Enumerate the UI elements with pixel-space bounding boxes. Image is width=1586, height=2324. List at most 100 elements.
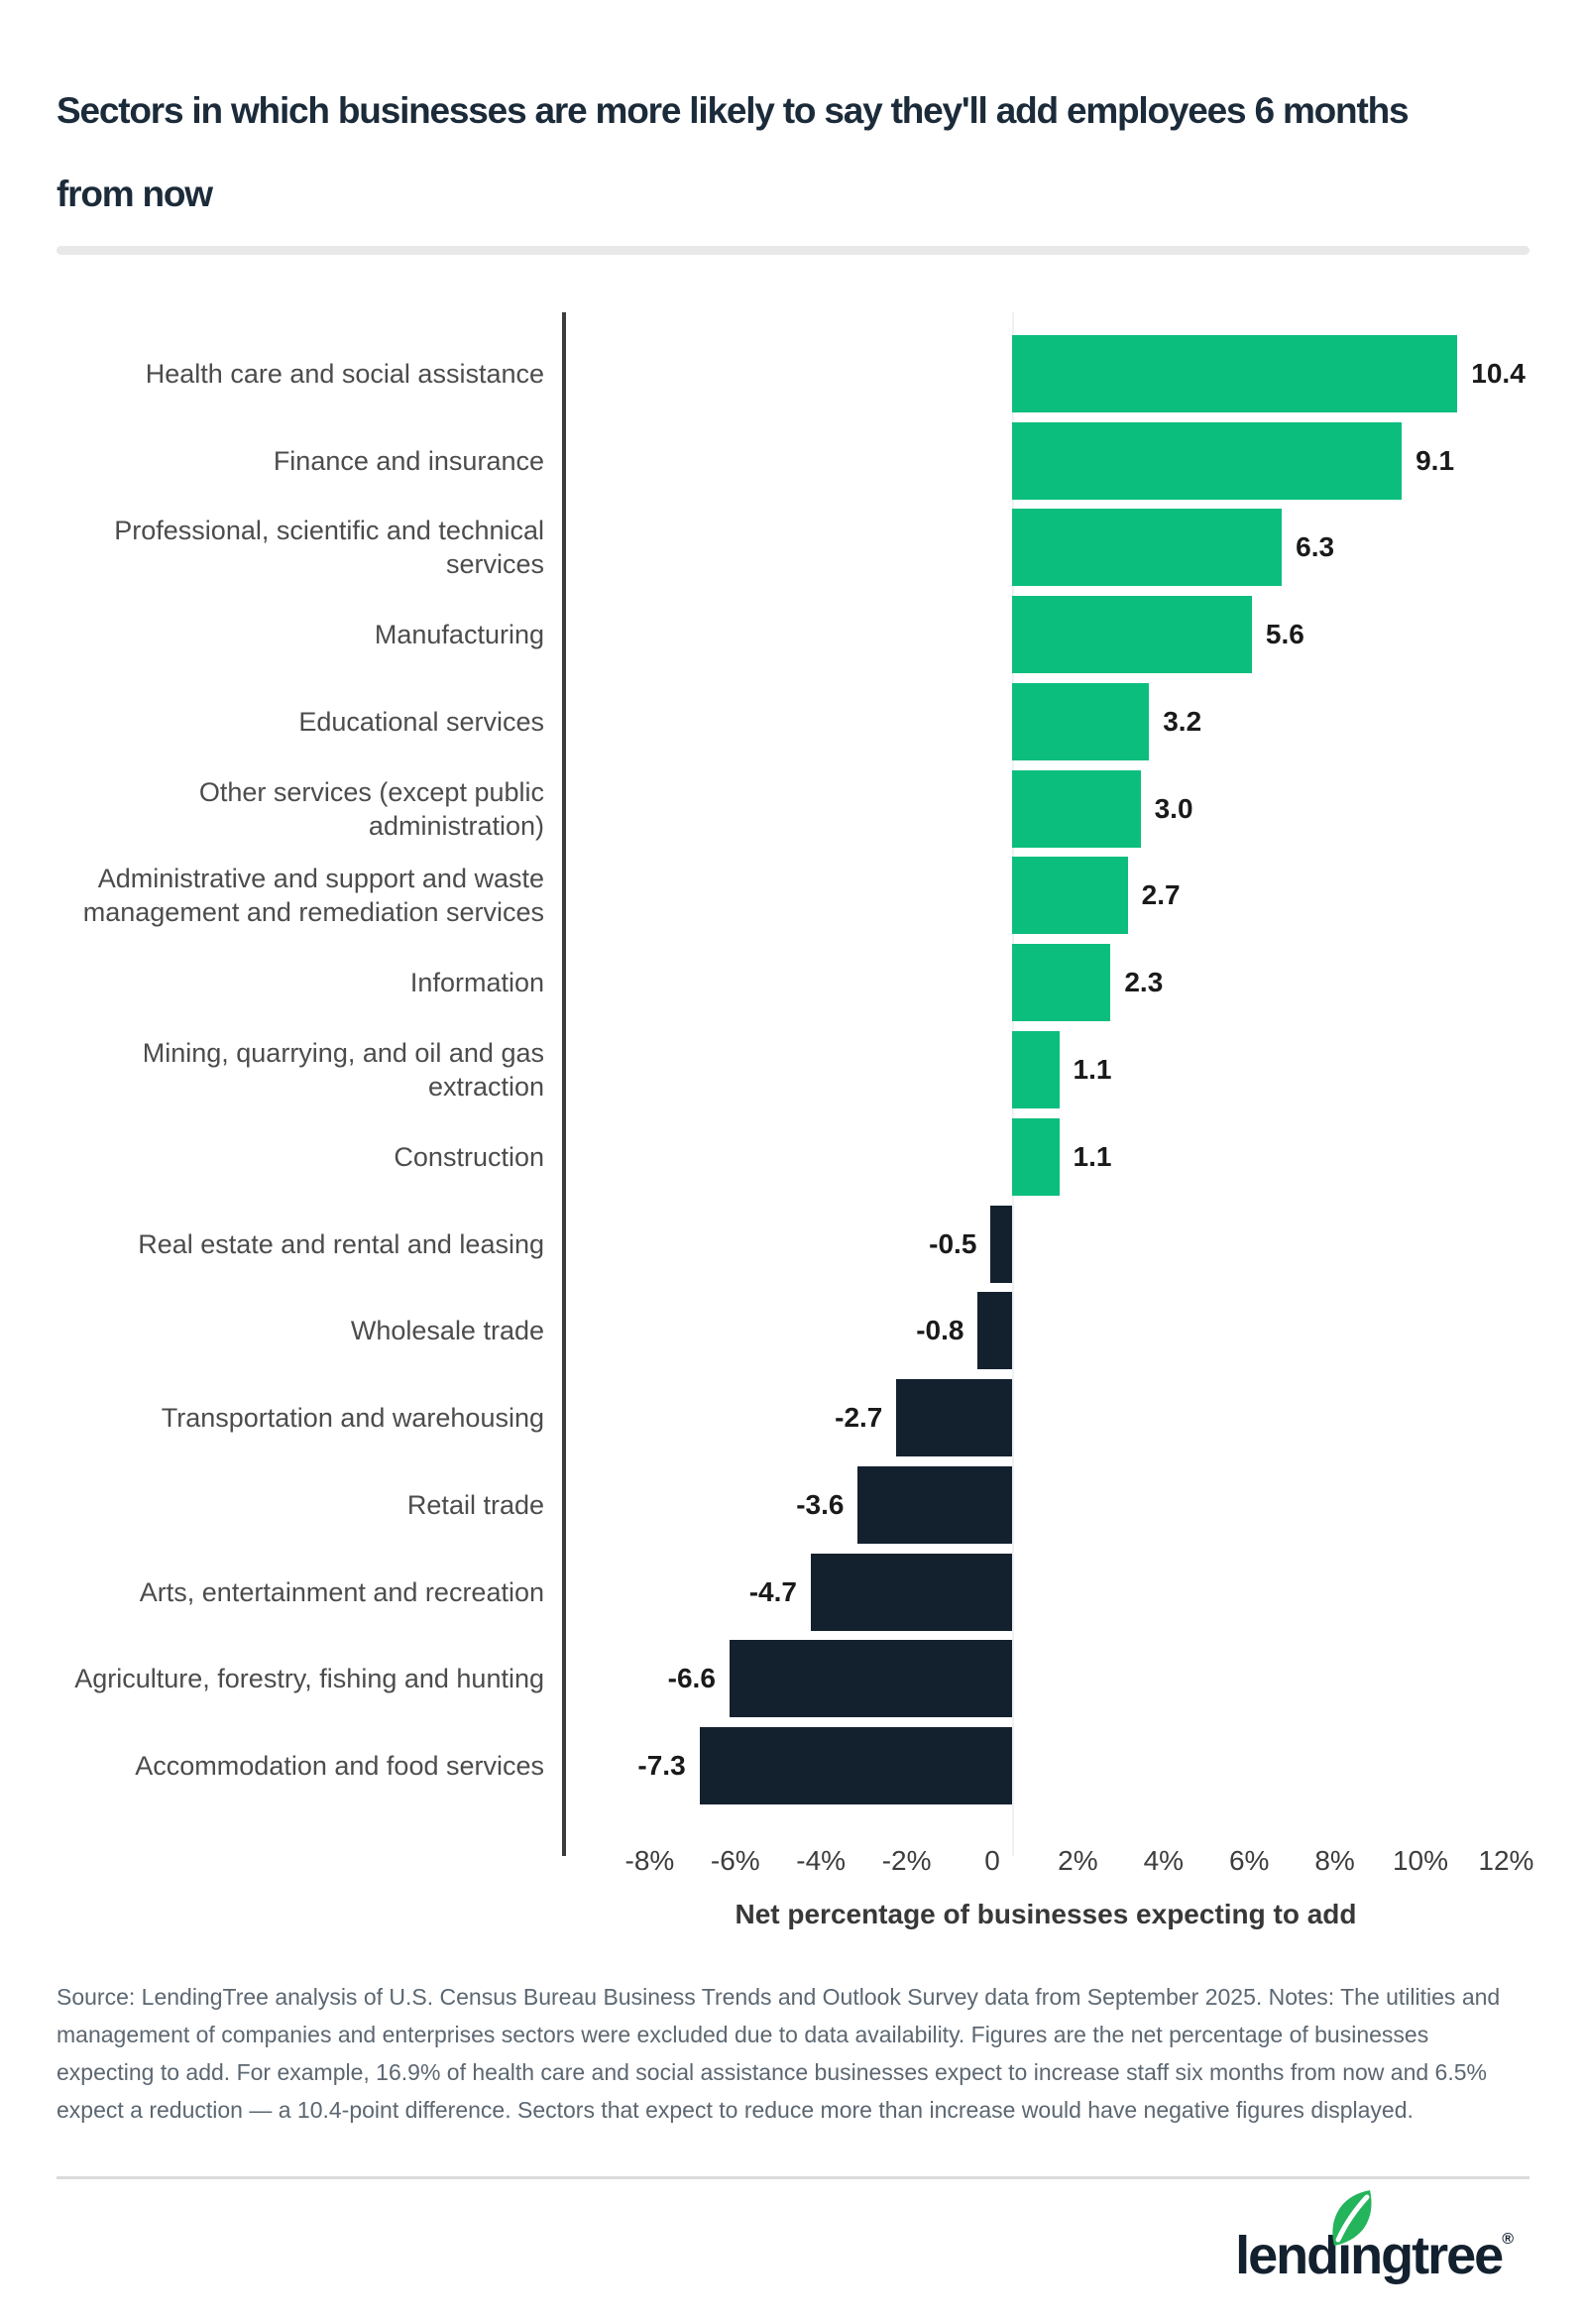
y-axis-line (562, 312, 566, 1856)
value-label: 2.7 (1141, 879, 1181, 911)
value-label: -0.8 (916, 1315, 964, 1346)
category-label: Arts, entertainment and recreation (139, 1576, 544, 1607)
value-label: -4.7 (748, 1575, 797, 1607)
category-label: Retail trade (406, 1489, 544, 1520)
category-label: Information (409, 968, 544, 998)
value-label: 5.6 (1265, 619, 1304, 650)
bar-negative (896, 1379, 1012, 1457)
chart-row: Administrative and support and waste man… (57, 853, 1529, 940)
bar-positive (1012, 596, 1252, 674)
category-label: Other services (except public administra… (198, 776, 544, 841)
category-label: Construction (394, 1141, 544, 1172)
bar-negative (699, 1727, 1012, 1805)
x-tick-label: 2% (1058, 1845, 1098, 1876)
chart-row: Finance and insurance 9.1 (57, 417, 1529, 505)
plot-cell: 3.0 (562, 765, 1529, 853)
plot-cell: 10.4 (562, 330, 1529, 417)
bar-positive (1012, 682, 1150, 760)
plot-cell: 9.1 (562, 417, 1529, 505)
leaf-icon (1329, 2189, 1373, 2247)
category-label: Health care and social assistance (145, 358, 544, 389)
plot-cell: 6.3 (562, 505, 1529, 592)
category-label: Manufacturing (374, 620, 544, 650)
x-tick-label: 10% (1392, 1845, 1449, 1876)
category-label: Agriculture, forestry, fishing and hunti… (74, 1664, 544, 1694)
bar-positive (1012, 944, 1111, 1022)
plot-cell: -2.7 (562, 1374, 1529, 1461)
chart-row: Real estate and rental and leasing -0.5 (57, 1201, 1529, 1288)
logo-wordmark: lendıngtree® (1235, 2226, 1514, 2285)
footer-divider (57, 2176, 1529, 2179)
bar-chart: Health care and social assistance 10.4 Fin… (57, 312, 1533, 1930)
value-label: 6.3 (1296, 531, 1335, 563)
bar-negative (990, 1205, 1012, 1283)
bar-positive (1012, 509, 1283, 587)
chart-row: Wholesale trade -0.8 (57, 1287, 1529, 1374)
bar-positive (1012, 421, 1403, 500)
chart-row: Health care and social assistance 10.4 (57, 330, 1529, 417)
x-tick-label: -8% (624, 1845, 675, 1876)
bar-negative (810, 1553, 1012, 1631)
footer: lendıngtree® (57, 2189, 1529, 2300)
category-label: Professional, scientific and technical s… (114, 516, 544, 580)
value-label: 3.2 (1163, 705, 1202, 737)
category-label: Transportation and warehousing (161, 1403, 544, 1434)
x-axis: -8% -6% -4% -2% 0 2% 4% 6% 8% 10% 12% (562, 1843, 1533, 1883)
bar-chart-rows: Health care and social assistance 10.4 Fin… (57, 312, 1529, 1856)
x-tick-label: 0 (984, 1845, 1000, 1876)
bar-negative (857, 1465, 1012, 1544)
value-label: -3.6 (796, 1488, 845, 1520)
value-label: 2.3 (1124, 967, 1164, 998)
chart-row: Manufacturing 5.6 (57, 591, 1529, 678)
x-tick-label: -4% (796, 1845, 847, 1876)
chart-row: Transportation and warehousing -2.7 (57, 1374, 1529, 1461)
bar-positive (1012, 1117, 1060, 1196)
x-tick-label: 12% (1478, 1845, 1534, 1876)
plot-cell: -7.3 (562, 1722, 1529, 1809)
plot-cell: 2.3 (562, 939, 1529, 1026)
bar-negative (977, 1292, 1012, 1370)
chart-row: Information 2.3 (57, 939, 1529, 1026)
plot-cell: -4.7 (562, 1549, 1529, 1636)
chart-row: Professional, scientific and technical s… (57, 505, 1529, 592)
lendingtree-logo: lendıngtree® (1235, 2189, 1529, 2300)
bar-positive (1012, 769, 1141, 848)
bar-positive (1012, 857, 1128, 935)
chart-row: Mining, quarrying, and oil and gas extra… (57, 1026, 1529, 1113)
chart-row: Agriculture, forestry, fishing and hunti… (57, 1635, 1529, 1722)
chart-title-line-1: Sectors in which businesses are more lik… (57, 90, 1410, 131)
value-label: 1.1 (1073, 1140, 1112, 1172)
title-divider (57, 246, 1529, 255)
value-label: -2.7 (835, 1402, 883, 1434)
source-note: Source: LendingTree analysis of U.S. Cen… (57, 1984, 1501, 2123)
x-tick-label: 8% (1314, 1845, 1355, 1876)
chart-row: Construction 1.1 (57, 1113, 1529, 1201)
plot-cell: 2.7 (562, 853, 1529, 940)
plot-cell: 5.6 (562, 591, 1529, 678)
bar-positive (1012, 334, 1458, 412)
plot-cell: -6.6 (562, 1635, 1529, 1722)
value-label: -7.3 (637, 1750, 686, 1782)
bar-positive (1012, 1031, 1060, 1108)
value-label: 10.4 (1471, 357, 1526, 389)
chart-row: Educational services 3.2 (57, 678, 1529, 765)
plot-cell: -0.5 (562, 1201, 1529, 1288)
value-label: -0.5 (929, 1227, 977, 1259)
chart-title: Sectors in which businesses are more lik… (57, 0, 1529, 236)
value-label: -6.6 (667, 1663, 716, 1694)
category-label: Wholesale trade (350, 1316, 544, 1346)
plot-cell: -3.6 (562, 1461, 1529, 1549)
category-label: Administrative and support and waste man… (82, 864, 544, 928)
chart-row: Accommodation and food services -7.3 (57, 1722, 1529, 1809)
category-label: Mining, quarrying, and oil and gas extra… (142, 1038, 544, 1102)
value-label: 1.1 (1073, 1054, 1112, 1085)
value-label: 3.0 (1154, 792, 1193, 824)
category-label: Accommodation and food services (135, 1751, 544, 1782)
chart-title-line-2: from now (57, 174, 213, 214)
registered-trademark: ® (1502, 2231, 1514, 2248)
x-tick-label: -6% (710, 1845, 760, 1876)
x-axis-title: Net percentage of businesses expecting t… (735, 1899, 1357, 1929)
chart-row: Other services (except public administra… (57, 765, 1529, 853)
category-label: Educational services (298, 706, 544, 737)
category-label: Finance and insurance (273, 445, 544, 476)
